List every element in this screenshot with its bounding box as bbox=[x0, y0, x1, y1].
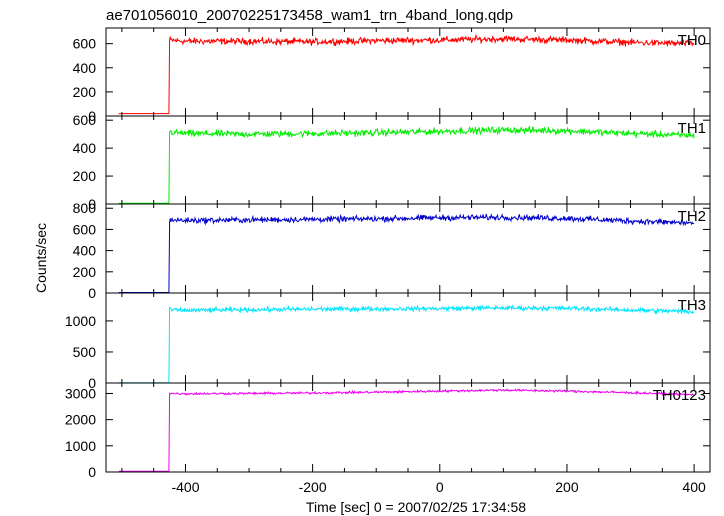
series-line-th0 bbox=[118, 33, 695, 115]
x-tick-label: 400 bbox=[682, 479, 706, 495]
y-tick-label: 600 bbox=[73, 36, 97, 52]
y-tick-label: 200 bbox=[73, 264, 97, 280]
y-tick-label: 1000 bbox=[65, 438, 96, 454]
panel-th0123: 0 1000 2000 3000 TH0123 bbox=[65, 382, 711, 480]
y-tick-label: 400 bbox=[73, 243, 97, 259]
y-axis-label: Counts/sec bbox=[33, 223, 49, 293]
y-tick-label: 0 bbox=[88, 285, 96, 301]
series-line-th0123 bbox=[118, 388, 695, 472]
panel-frame bbox=[105, 382, 711, 473]
panel-label: TH0123 bbox=[653, 387, 706, 404]
panel-label: TH3 bbox=[678, 297, 706, 314]
panel-th2: 0 200 400 600 800 TH2 bbox=[73, 200, 711, 301]
y-tick-label: 800 bbox=[73, 200, 97, 216]
y-tick-label: 1000 bbox=[65, 313, 96, 329]
panel-frame bbox=[105, 203, 711, 294]
series-line-th3 bbox=[118, 304, 695, 384]
y-tick-label: 2000 bbox=[65, 412, 96, 428]
y-tick-label: 0 bbox=[88, 196, 96, 212]
series-line-th2 bbox=[118, 213, 695, 293]
x-tick-label: -400 bbox=[171, 479, 199, 495]
y-tick-label: 400 bbox=[73, 140, 97, 156]
y-tick-label: 500 bbox=[73, 344, 97, 360]
x-tick-label: -200 bbox=[299, 479, 327, 495]
panel-label: TH0 bbox=[678, 32, 706, 49]
y-tick-label: 200 bbox=[73, 168, 97, 184]
y-tick-label: 0 bbox=[88, 108, 96, 124]
panel-label: TH2 bbox=[678, 208, 706, 225]
panel-th1: 0 200 400 600 TH1 bbox=[73, 112, 711, 212]
panel-frame bbox=[105, 115, 711, 205]
panel-frame bbox=[105, 292, 711, 384]
panel-th0: 0 200 400 600 TH0 bbox=[73, 27, 711, 124]
y-tick-label: 3000 bbox=[65, 385, 96, 401]
chart-title: ae701056010_20070225173458_wam1_trn_4ban… bbox=[106, 7, 513, 24]
y-tick-label: 600 bbox=[73, 221, 97, 237]
panel-label: TH1 bbox=[678, 120, 706, 137]
panels: 0 200 400 600 TH0 0 200 400 600 TH1 0 200 400 600 800 T… bbox=[65, 27, 711, 495]
y-tick-label: 0 bbox=[88, 464, 96, 480]
series-line-th1 bbox=[118, 125, 695, 204]
x-tick-label: 200 bbox=[555, 479, 579, 495]
x-axis-label: Time [sec] 0 = 2007/02/25 17:34:58 bbox=[306, 499, 526, 515]
y-tick-label: 200 bbox=[73, 84, 97, 100]
panel-th3: 0 500 1000 TH3 bbox=[65, 292, 711, 391]
x-tick-label: 0 bbox=[436, 479, 444, 495]
y-tick-label: 0 bbox=[88, 375, 96, 391]
y-tick-label: 600 bbox=[73, 112, 97, 128]
y-tick-label: 400 bbox=[73, 60, 97, 76]
